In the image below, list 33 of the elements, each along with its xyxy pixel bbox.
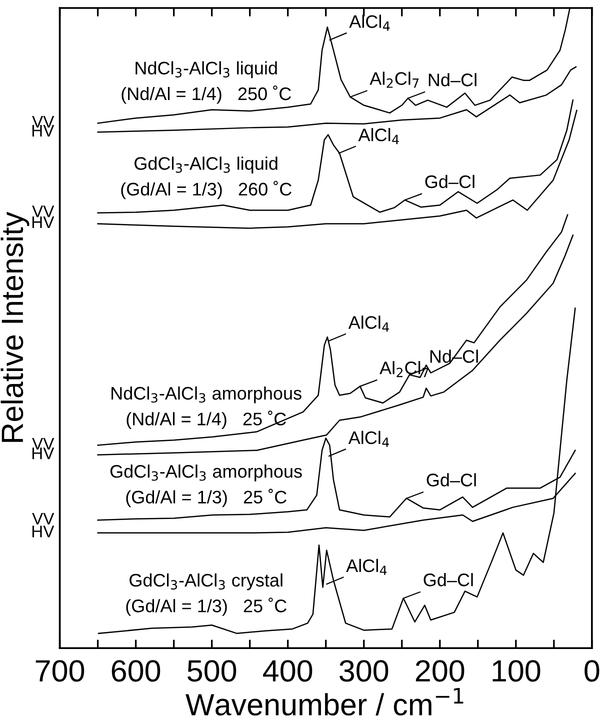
annotation: AlCl$_{4}$ [349, 14, 390, 31]
x-tick-label: 700 [36, 660, 84, 682]
text: VV [32, 438, 54, 450]
text: VV [32, 512, 54, 524]
x-tick-label: 0 [584, 660, 600, 682]
y-axis-title: Relative Intensity [0, 212, 30, 442]
text: VV [32, 116, 54, 128]
annotation: AlCl$_{4}$ [348, 430, 389, 447]
x-tick-label: 300 [340, 660, 388, 682]
x-tick-label: 500 [188, 660, 236, 682]
annotation: AlCl$_{4}$ [348, 316, 389, 332]
annotation: GdCl$_{3}$-AlCl$_{3}$ crystal (Gd/Al = 1/3) 25 ˚C [126, 573, 286, 616]
x-tick-label: 400 [263, 660, 312, 682]
annotation: Al$_{2}$Cl$_{7}$ [370, 72, 419, 88]
x-tick-label: 200 [416, 660, 464, 682]
text: HV [32, 216, 54, 228]
text: HV [32, 448, 54, 460]
annotation: Gd–Cl [425, 174, 474, 188]
annotation: NdCl$_{3}$-AlCl$_{3}$ liquid (Nd/Al = 1/4) 250 ˚C [122, 61, 291, 104]
x-tick-label: 600 [112, 660, 160, 682]
annotation: Gd–Cl [426, 473, 476, 486]
annotation: Nd–Cl [428, 73, 476, 86]
annotation: Gd–Cl [424, 573, 473, 586]
annotation: GdCl$_{3}$-AlCl$_{3}$ liquid (Gd/Al = 1/3) 260 ˚C [121, 156, 292, 200]
text: HV [32, 125, 54, 136]
annotation: AlCl$_{4}$ [346, 558, 387, 575]
x-axis-title: Wavenumber / cm$^{−1}$ [186, 688, 464, 716]
annotation: NdCl$_{3}$-AlCl$_{3}$ amorphous (Nd/Al = 1/4) 25 ˚C [112, 386, 302, 429]
annotation: GdCl$_{3}$-AlCl$_{3}$ amorphous (Gd/Al = 1/3) 25 ˚C [110, 464, 302, 508]
text: VV [32, 206, 54, 218]
text: HV [32, 526, 54, 538]
annotation: AlCl$_{4}$ [358, 128, 399, 144]
x-tick-label: 100 [492, 660, 540, 682]
